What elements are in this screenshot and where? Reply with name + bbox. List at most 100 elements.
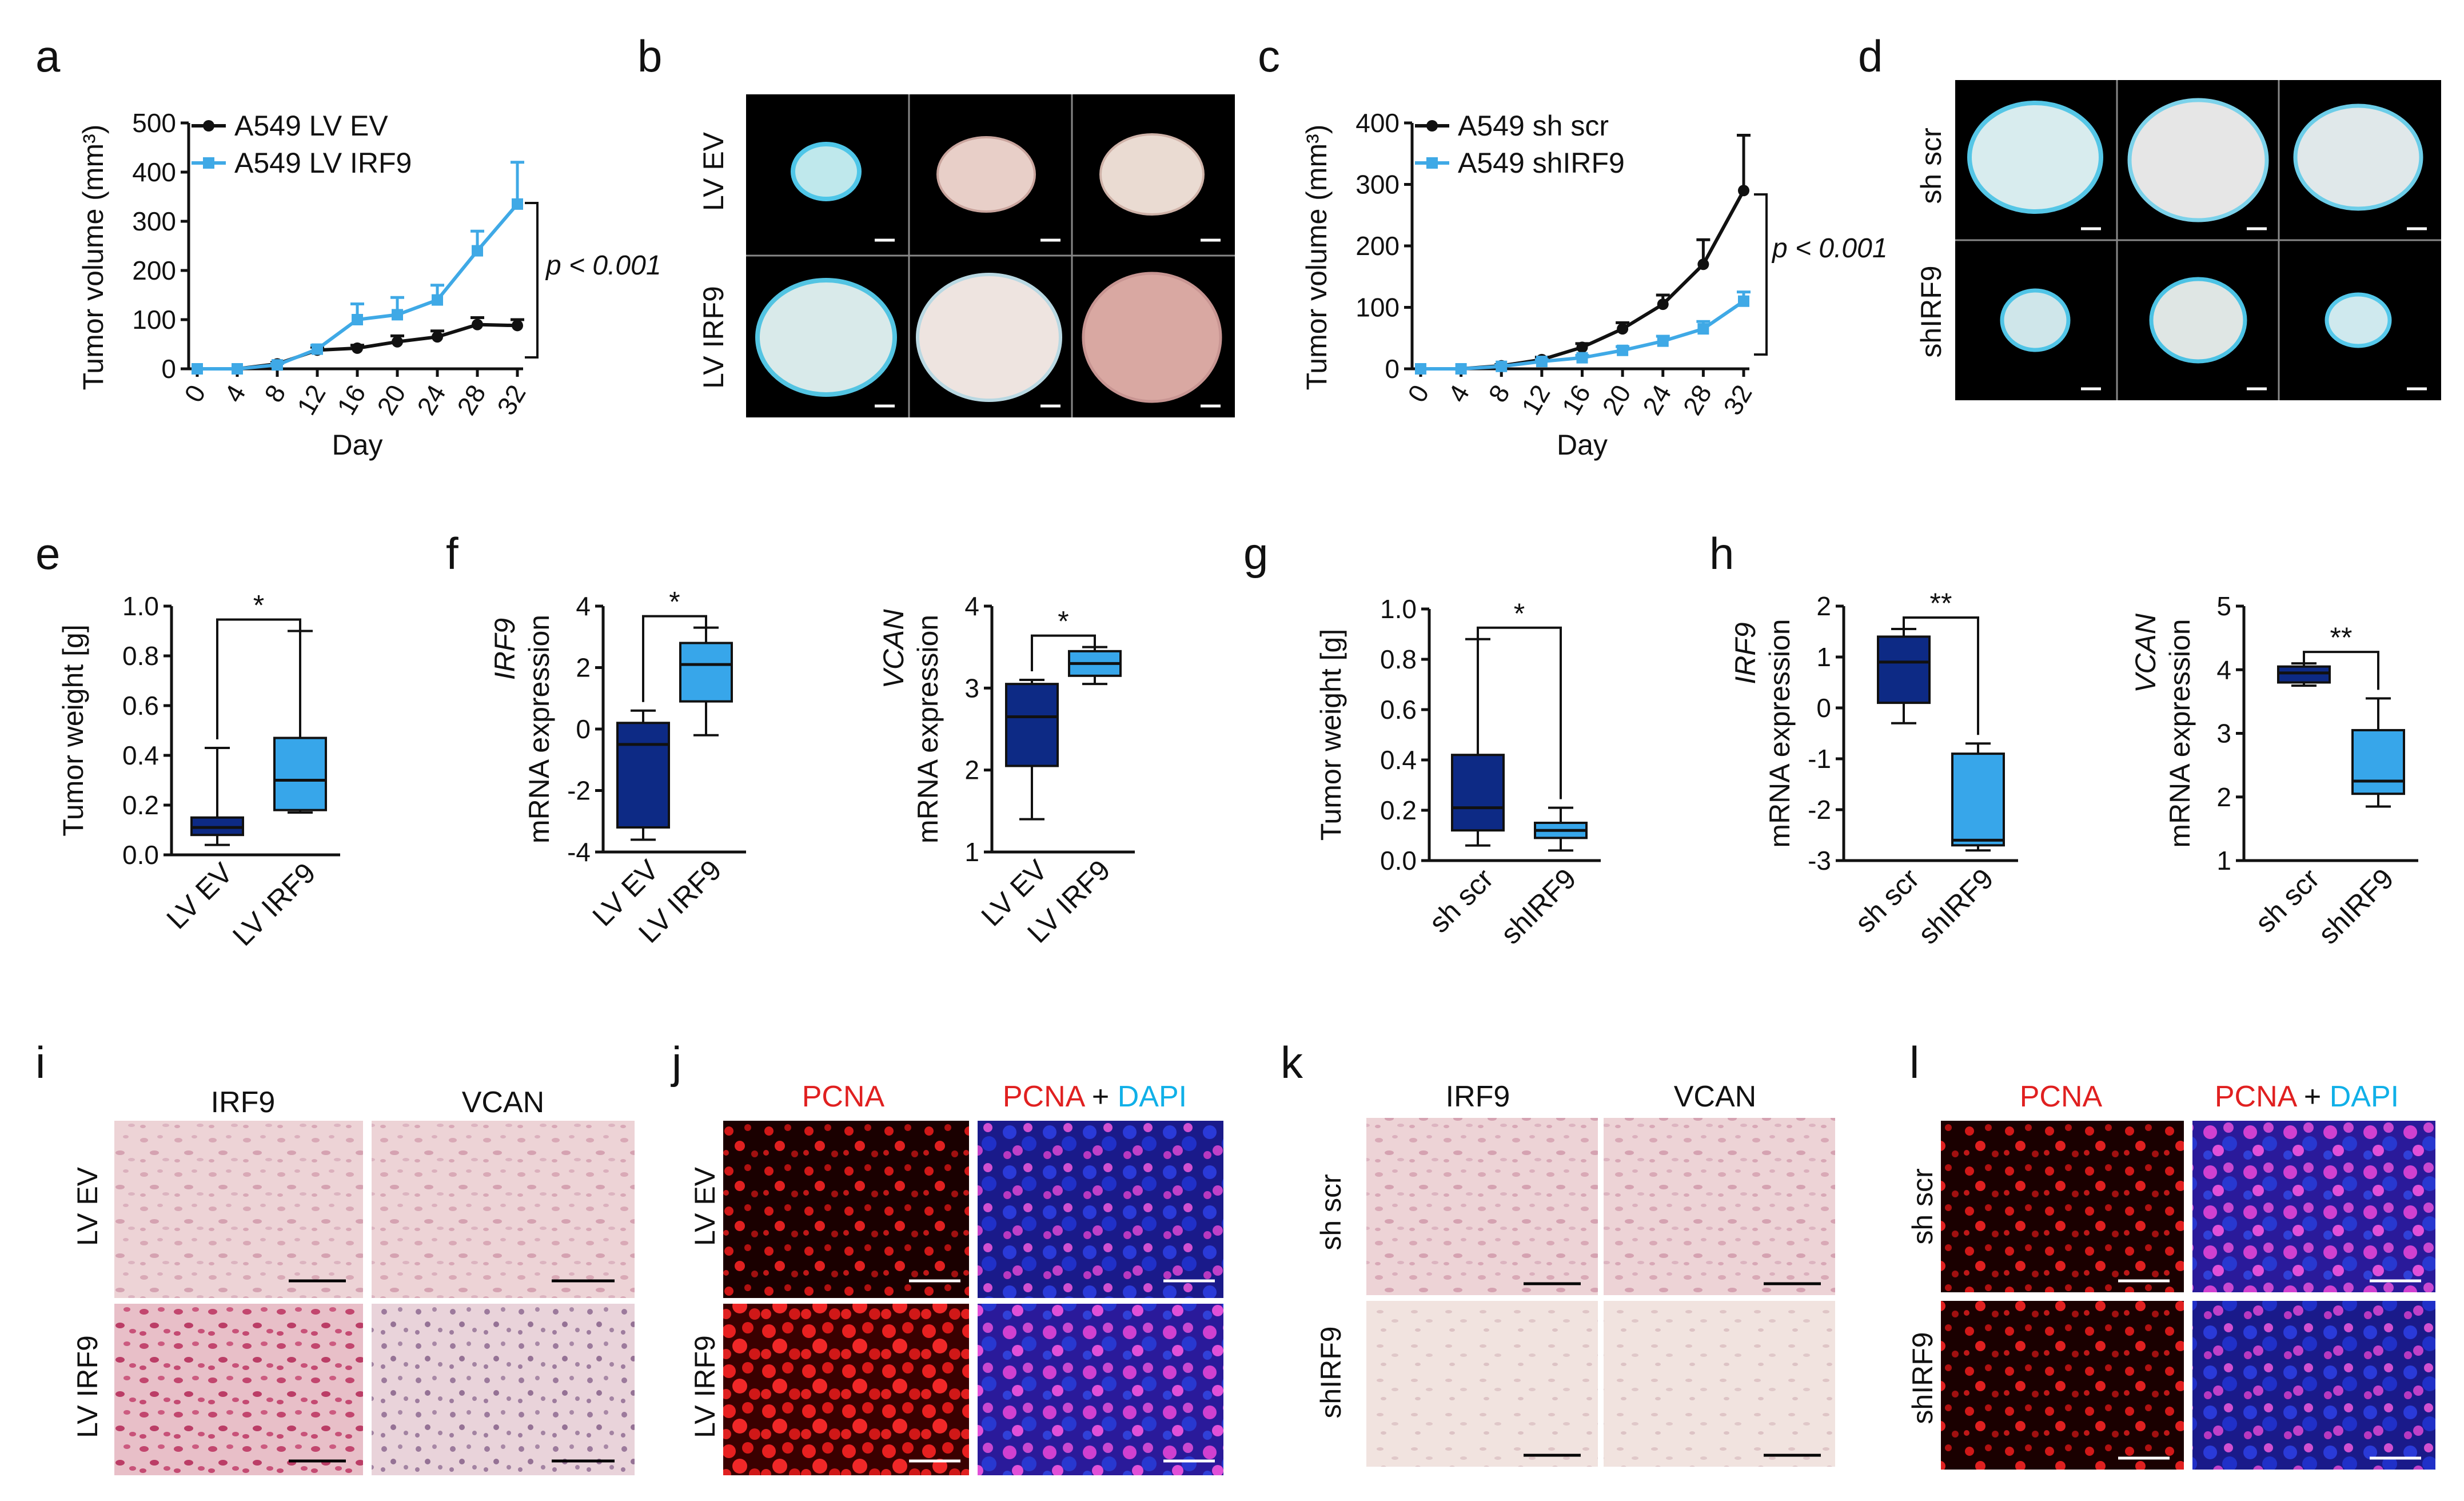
- x-tick-label: 32: [1717, 380, 1758, 420]
- x-tick-label: 4: [218, 380, 252, 407]
- chart-e-tumor-weight: 0.0 0.2 0.4 0.6 0.8 1.0 Tumor weight [g] LV EVL…: [57, 590, 340, 952]
- significance-bracket: [2303, 651, 2379, 690]
- data-point: [1738, 185, 1749, 197]
- data-point: [272, 359, 283, 371]
- box-2: [1951, 753, 2005, 847]
- y-axis-label-gene: VCAN: [878, 609, 910, 689]
- col-label-i-1: IRF9: [211, 1086, 276, 1119]
- significance-bracket: [525, 202, 539, 359]
- if-image: [1941, 1121, 2184, 1292]
- if-image: [723, 1304, 969, 1475]
- y-tick-label: 0.8: [1380, 644, 1417, 674]
- col-label-i-2: VCAN: [462, 1086, 544, 1119]
- tumor-photo: [1099, 133, 1205, 216]
- y-tick-label: 0: [1385, 354, 1400, 384]
- significance-stars: *: [669, 586, 680, 618]
- chart-g-tumor-weight: 0.0 0.2 0.4 0.6 0.8 1.0 Tumor weight [g] sh scr…: [1315, 594, 1601, 950]
- x-tick-label: 8: [258, 380, 292, 407]
- data-point: [312, 343, 323, 355]
- tumor-photo: [1967, 101, 2103, 214]
- y-tick-label: -3: [1808, 846, 1831, 875]
- data-point: [1697, 323, 1709, 335]
- if-image: [978, 1121, 1223, 1298]
- y-tick-label: 1: [964, 837, 979, 867]
- significance-stars: *: [1058, 606, 1068, 638]
- ihc-image: [114, 1121, 363, 1298]
- legend-marker: [1426, 157, 1438, 169]
- data-point: [1657, 335, 1669, 347]
- ihc-image: [1366, 1118, 1598, 1295]
- ihc-image: [1604, 1301, 1835, 1467]
- row-label-l-2: shIRF9: [1907, 1332, 1939, 1424]
- data-point: [432, 331, 443, 343]
- data-point: [392, 309, 403, 321]
- ihc-image: [1366, 1301, 1598, 1467]
- photo-grid-d: sh scr shIRF9: [1915, 80, 2441, 400]
- box-2: [273, 736, 327, 811]
- col-label-j-2: PCNA + DAPI: [1003, 1080, 1187, 1113]
- data-point: [432, 294, 443, 306]
- row-label-l-1: sh scr: [1907, 1168, 1939, 1244]
- y-tick-label: -2: [567, 776, 591, 806]
- tumor-photo: [791, 142, 862, 201]
- x-tick-label: 8: [1482, 380, 1516, 407]
- p-value-annotation: p < 0.001: [1771, 233, 1888, 264]
- data-point: [472, 318, 483, 331]
- y-tick-label: 5: [2216, 591, 2231, 621]
- x-tick-label: 16: [1556, 380, 1597, 420]
- y-axis-label-gene: IRF9: [489, 618, 521, 680]
- y-tick-label: 0.4: [122, 740, 159, 770]
- box-1: [1451, 754, 1505, 832]
- significance-bracket: [1903, 616, 1979, 735]
- y-axis-label: mRNA expression: [523, 615, 555, 843]
- y-tick-label: 4: [964, 591, 979, 621]
- panel-letter-b: b: [637, 31, 662, 81]
- legend-label-2: A549 LV IRF9: [234, 147, 412, 179]
- y-tick-label: 0.8: [122, 641, 159, 671]
- row-label-k-1: sh scr: [1315, 1174, 1347, 1250]
- col-label-l-plus: +: [2295, 1080, 2329, 1113]
- y-axis-label: Tumor volume (mm³): [77, 125, 109, 391]
- legend-marker: [1426, 120, 1438, 132]
- y-tick-label: 300: [1355, 170, 1400, 200]
- y-tick-label: 1.0: [122, 591, 159, 621]
- row-label-j-2: LV IRF9: [689, 1335, 721, 1438]
- y-tick-label: 0: [161, 354, 176, 384]
- p-value-annotation: p < 0.001: [545, 250, 661, 281]
- significance-bracket: [1477, 626, 1562, 799]
- col-label-j-plus: +: [1083, 1080, 1117, 1113]
- data-point: [392, 336, 403, 348]
- y-tick-label: 0.0: [122, 840, 159, 870]
- y-tick-label: 2: [576, 653, 591, 683]
- row-label-d-2: shIRF9: [1915, 265, 1947, 357]
- category-label-2: LV IRF9: [226, 857, 322, 952]
- y-tick-label: 100: [132, 305, 176, 335]
- ihc-grid-i: IRF9 VCAN LV EV LV IRF9: [71, 1086, 635, 1475]
- y-tick-label: 0.6: [122, 691, 159, 720]
- y-tick-label: 1: [2216, 846, 2231, 875]
- data-point: [1496, 360, 1508, 372]
- x-tick-label: 0: [1402, 380, 1435, 407]
- significance-stars: **: [1930, 587, 1952, 619]
- tumor-photo: [936, 136, 1036, 213]
- legend-label-1: A549 LV EV: [234, 110, 388, 142]
- y-tick-label: 0: [1816, 693, 1831, 723]
- tumor-photo: [2000, 288, 2071, 352]
- significance-bracket: [1754, 193, 1768, 356]
- if-grid-j: PCNA PCNA + DAPI LV EV LV IRF9: [689, 1080, 1223, 1475]
- x-tick-label: 32: [491, 380, 532, 420]
- x-tick-label: 28: [1677, 380, 1717, 420]
- row-label-d-1: sh scr: [1915, 128, 1947, 204]
- x-tick-label: 0: [178, 380, 212, 407]
- legend-label-2: A549 shIRF9: [1458, 147, 1625, 179]
- col-label-l-dapi: DAPI: [2330, 1080, 2399, 1113]
- panel-letter-k: k: [1281, 1037, 1303, 1088]
- if-image: [2192, 1121, 2435, 1292]
- panel-letter-e: e: [35, 528, 60, 579]
- data-point: [472, 245, 483, 257]
- panel-letter-g: g: [1243, 528, 1268, 579]
- panel-letter-h: h: [1709, 528, 1734, 579]
- panel-letter-c: c: [1258, 31, 1280, 81]
